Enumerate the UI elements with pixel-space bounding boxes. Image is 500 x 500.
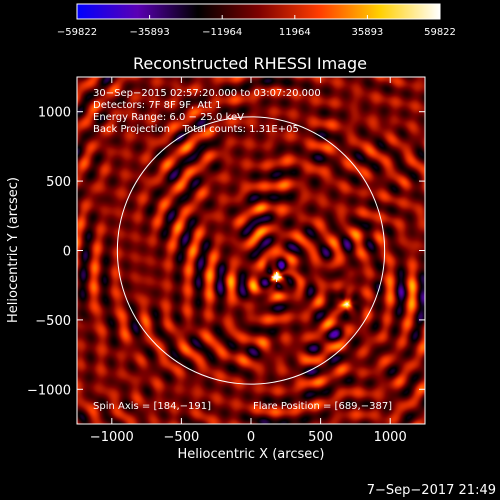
- source-markers: [271, 272, 282, 283]
- y-tick-label: 1000: [38, 106, 71, 121]
- colorbar-tick-label: 59822: [424, 27, 456, 38]
- x-tick-label: 1000: [374, 430, 407, 445]
- colorbar-tick-label: −35893: [129, 27, 169, 38]
- y-tick-label: 500: [46, 175, 71, 190]
- x-tick-label: 500: [308, 430, 333, 445]
- info-line-detectors: Detectors: 7F 8F 9F, Att 1: [93, 100, 221, 111]
- colorbar-ticks: −59822 −35893 −11964 11964 35893 59822: [57, 15, 456, 38]
- colorbar-strip: [77, 4, 440, 19]
- spin-axis-label: Spin Axis = [184,−191]: [93, 401, 211, 412]
- y-tick-label: −1000: [27, 383, 71, 398]
- colorbar-tick-label: −11964: [202, 27, 242, 38]
- colorbar: −59822 −35893 −11964 11964 35893 59822: [57, 3, 456, 38]
- solar-limb-circle: [116, 116, 386, 385]
- chart-title: Reconstructed RHESSI Image: [133, 54, 367, 73]
- info-line-energy: Energy Range: 6.0 − 25.0 keV: [93, 112, 244, 123]
- colorbar-tick-label: −59822: [57, 27, 97, 38]
- y-axis-label: Heliocentric Y (arcsec): [6, 177, 21, 323]
- flare-position-label: Flare Position = [689,−387]: [253, 401, 392, 412]
- footer-timestamp: 7−Sep−2017 21:49: [367, 483, 496, 498]
- y-tick-label: −500: [35, 314, 71, 329]
- x-axis-label: Heliocentric X (arcsec): [178, 447, 325, 462]
- colorbar-tick-label: 35893: [351, 27, 383, 38]
- x-tick-label: −500: [164, 430, 200, 445]
- x-tick-label: 0: [247, 430, 255, 445]
- heatmap-image: [77, 77, 425, 424]
- info-line-time: 30−Sep−2015 02:57:20.000 to 03:07:20.000: [93, 88, 321, 99]
- colorbar-tick-label: 11964: [279, 27, 311, 38]
- x-axis: −1000 −500 0 500 1000: [90, 77, 407, 445]
- x-tick-label: −1000: [90, 430, 134, 445]
- y-tick-label: 0: [63, 245, 71, 260]
- info-line-method: Back Projection Total counts: 1.31E+05: [93, 124, 299, 135]
- y-axis: −1000 −500 0 500 1000: [27, 106, 425, 398]
- colorbar-frame: [76, 3, 441, 20]
